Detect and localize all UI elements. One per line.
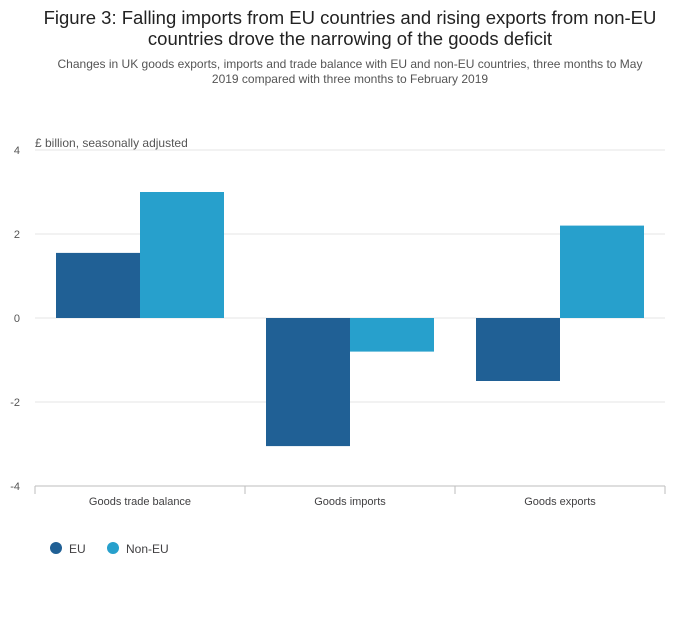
legend-marker-non-eu <box>107 542 119 554</box>
axes: 4 2 0 -2 -4 Goods trade balance Goods imports G… <box>10 145 666 508</box>
y-tick-label: 0 <box>14 313 20 325</box>
legend-marker-eu <box>50 542 62 554</box>
bar-eu-1 <box>56 252 140 318</box>
chart-subtitle: Changes in UK goods exports, imports and… <box>57 57 643 86</box>
y-axis-label: £ billion, seasonally adjusted <box>35 136 188 150</box>
y-tick-label: 4 <box>14 145 20 157</box>
bar-eu-3 <box>476 318 560 381</box>
bar-non-eu-1 <box>140 192 224 318</box>
x-tick-label: Goods imports <box>314 496 386 508</box>
y-tick-label: 2 <box>14 229 20 241</box>
y-tick-label: -2 <box>10 397 20 409</box>
bars <box>56 192 644 447</box>
x-tick-label: Goods exports <box>524 496 596 508</box>
bar-non-eu-2 <box>350 318 434 352</box>
bar-non-eu-3 <box>560 225 644 318</box>
chart-title: Figure 3: Falling imports from EU countr… <box>43 7 657 49</box>
bar-eu-2 <box>266 318 350 447</box>
legend-label: EU <box>69 542 86 556</box>
legend-label: Non-EU <box>126 542 169 556</box>
x-tick-label: Goods trade balance <box>89 496 191 508</box>
legend: EU Non-EU <box>50 542 169 556</box>
y-tick-label: -4 <box>10 481 20 493</box>
